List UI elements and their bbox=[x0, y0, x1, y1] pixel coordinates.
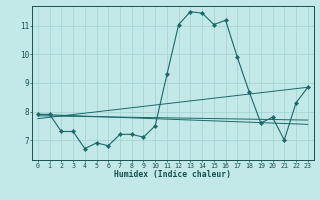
X-axis label: Humidex (Indice chaleur): Humidex (Indice chaleur) bbox=[114, 170, 231, 179]
